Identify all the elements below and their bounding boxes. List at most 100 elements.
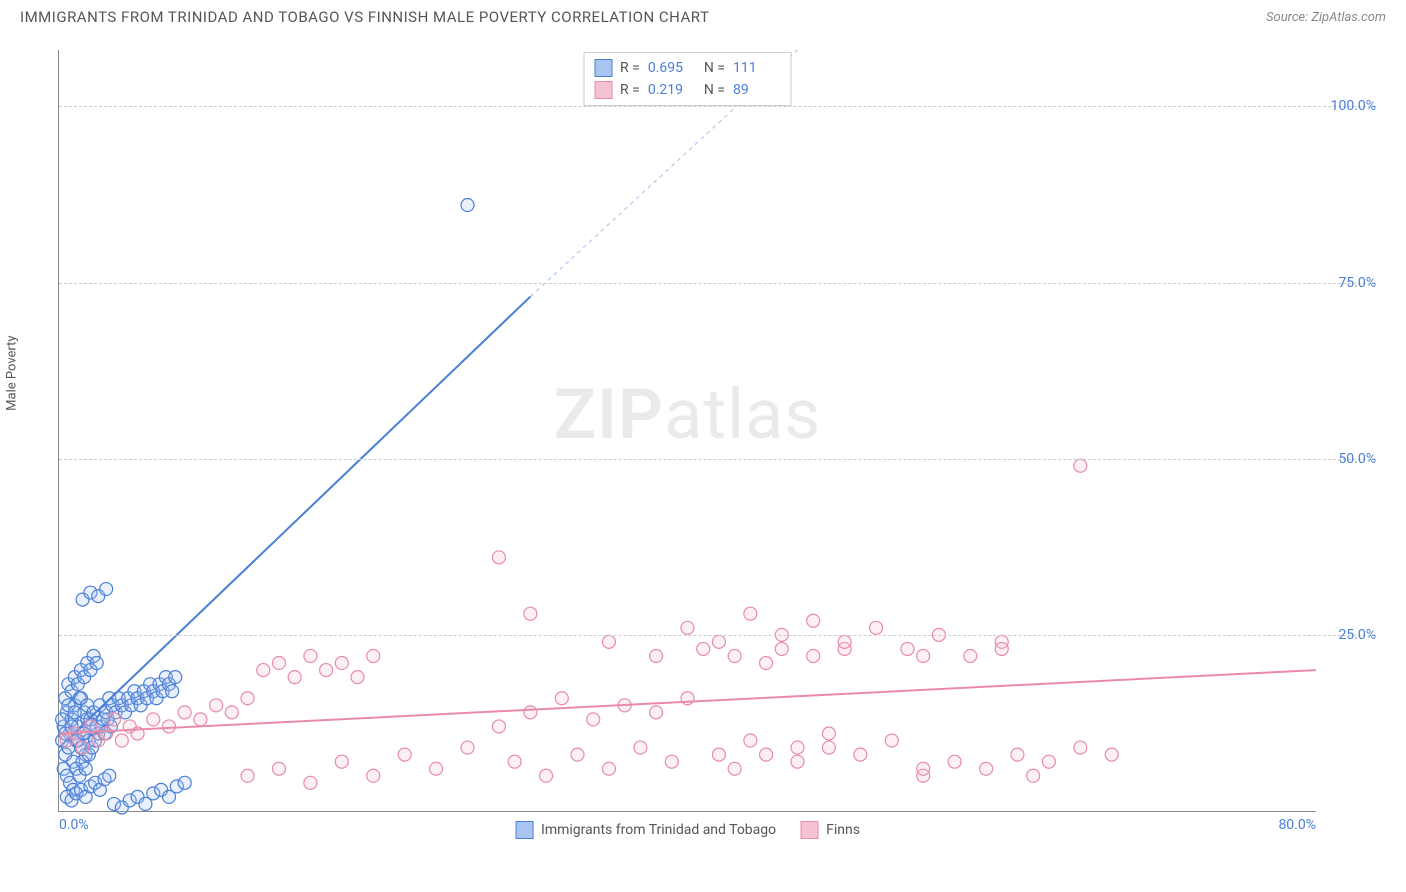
scatter-point bbox=[178, 706, 191, 719]
scatter-point bbox=[351, 671, 364, 684]
chart-title: IMMIGRANTS FROM TRINIDAD AND TOBAGO VS F… bbox=[20, 8, 709, 26]
scatter-point bbox=[1074, 459, 1087, 472]
scatter-point bbox=[901, 642, 914, 655]
y-tick-label: 50.0% bbox=[1321, 451, 1376, 467]
scatter-point bbox=[964, 649, 977, 662]
scatter-point bbox=[335, 755, 348, 768]
scatter-point bbox=[650, 649, 663, 662]
y-tick-label: 100.0% bbox=[1321, 98, 1376, 114]
scatter-point bbox=[697, 642, 710, 655]
scatter-point bbox=[304, 776, 317, 789]
scatter-point bbox=[917, 649, 930, 662]
legend-correlation: R = 0.695 N = 111 R = 0.219N = 89 bbox=[583, 52, 792, 106]
scatter-point bbox=[100, 727, 113, 740]
scatter-point bbox=[304, 649, 317, 662]
legend-series: Immigrants from Trinidad and Tobago Finns bbox=[515, 821, 860, 839]
y-tick-label: 75.0% bbox=[1321, 275, 1376, 291]
legend-n-value: 89 bbox=[733, 82, 781, 98]
scatter-point bbox=[79, 762, 92, 775]
scatter-point bbox=[807, 649, 820, 662]
scatter-point bbox=[744, 607, 757, 620]
scatter-point bbox=[166, 685, 179, 698]
scatter-point bbox=[822, 727, 835, 740]
scatter-point bbox=[712, 748, 725, 761]
legend-item: Immigrants from Trinidad and Tobago bbox=[515, 821, 776, 839]
scatter-point bbox=[1105, 748, 1118, 761]
scatter-point bbox=[775, 642, 788, 655]
scatter-point bbox=[68, 706, 81, 719]
scatter-point bbox=[602, 635, 615, 648]
scatter-point bbox=[288, 671, 301, 684]
scatter-point bbox=[980, 762, 993, 775]
scatter-point bbox=[257, 664, 270, 677]
legend-n-value: 111 bbox=[733, 60, 781, 76]
scatter-point bbox=[169, 671, 182, 684]
scatter-point bbox=[103, 769, 116, 782]
legend-label: Finns bbox=[826, 822, 860, 838]
scatter-point bbox=[194, 713, 207, 726]
scatter-point bbox=[335, 657, 348, 670]
legend-r-value: 0.695 bbox=[648, 60, 696, 76]
scatter-point bbox=[854, 748, 867, 761]
scatter-point bbox=[524, 706, 537, 719]
plot-svg bbox=[59, 50, 1316, 811]
legend-row: R = 0.219N = 89 bbox=[594, 79, 781, 101]
scatter-point bbox=[760, 657, 773, 670]
scatter-point bbox=[367, 649, 380, 662]
scatter-point bbox=[807, 614, 820, 627]
scatter-point bbox=[320, 664, 333, 677]
legend-n-label: N = bbox=[704, 60, 725, 76]
scatter-point bbox=[225, 706, 238, 719]
scatter-point bbox=[948, 755, 961, 768]
scatter-point bbox=[162, 720, 175, 733]
scatter-point bbox=[1074, 741, 1087, 754]
scatter-point bbox=[602, 762, 615, 775]
scatter-point bbox=[681, 621, 694, 634]
scatter-point bbox=[524, 607, 537, 620]
legend-swatch bbox=[594, 59, 612, 77]
scatter-point bbox=[665, 755, 678, 768]
plot-region: ZIPatlas R = 0.695N = 111R = 0.219N = 89… bbox=[58, 50, 1316, 812]
scatter-point bbox=[995, 642, 1008, 655]
scatter-point bbox=[272, 657, 285, 670]
scatter-point bbox=[90, 657, 103, 670]
scatter-point bbox=[555, 692, 568, 705]
scatter-point bbox=[1042, 755, 1055, 768]
scatter-point bbox=[650, 706, 663, 719]
scatter-point bbox=[178, 776, 191, 789]
scatter-point bbox=[461, 741, 474, 754]
scatter-point bbox=[744, 734, 757, 747]
gridline bbox=[59, 635, 1376, 636]
source-attribution: Source: ZipAtlas.com bbox=[1266, 10, 1386, 25]
scatter-point bbox=[838, 635, 851, 648]
scatter-point bbox=[272, 762, 285, 775]
scatter-point bbox=[492, 551, 505, 564]
legend-swatch bbox=[800, 821, 818, 839]
scatter-point bbox=[634, 741, 647, 754]
scatter-point bbox=[728, 649, 741, 662]
scatter-point bbox=[917, 762, 930, 775]
y-axis-label: Male Poverty bbox=[5, 335, 20, 410]
scatter-point bbox=[492, 720, 505, 733]
legend-r-label: R = bbox=[620, 60, 640, 76]
scatter-point bbox=[430, 762, 443, 775]
scatter-point bbox=[100, 583, 113, 596]
scatter-point bbox=[241, 692, 254, 705]
scatter-point bbox=[461, 199, 474, 212]
chart-area: Male Poverty ZIPatlas R = 0.695N = 111R … bbox=[20, 40, 1386, 842]
legend-n-label: N = bbox=[704, 82, 725, 98]
legend-swatch bbox=[515, 821, 533, 839]
y-tick-label: 25.0% bbox=[1321, 627, 1376, 643]
scatter-point bbox=[870, 621, 883, 634]
scatter-point bbox=[587, 713, 600, 726]
scatter-point bbox=[571, 748, 584, 761]
legend-item: Finns bbox=[800, 821, 860, 839]
x-tick-label: 0.0% bbox=[59, 817, 89, 833]
scatter-point bbox=[147, 713, 160, 726]
legend-swatch bbox=[594, 81, 612, 99]
scatter-point bbox=[885, 734, 898, 747]
scatter-point bbox=[107, 713, 120, 726]
gridline bbox=[59, 459, 1376, 460]
scatter-point bbox=[728, 762, 741, 775]
header: IMMIGRANTS FROM TRINIDAD AND TOBAGO VS F… bbox=[0, 0, 1406, 30]
